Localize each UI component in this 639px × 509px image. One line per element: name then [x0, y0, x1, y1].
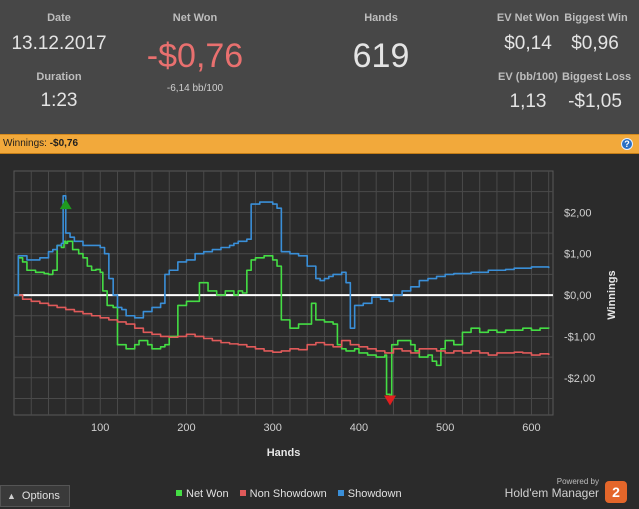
legend-swatch: [239, 490, 246, 496]
x-tick-label: 600: [522, 422, 540, 434]
footer: ▲ Options Net Won Non Showdown Showdown P…: [0, 477, 639, 509]
legend-swatch: [176, 490, 182, 496]
winnings-label: Winnings:: [3, 138, 47, 149]
x-tick-label: 100: [91, 422, 109, 434]
legend-swatch: [337, 490, 344, 496]
hands-label: Hands: [364, 12, 398, 24]
ev-bb-value: 1,13: [509, 91, 547, 112]
chart-grid: [13, 170, 554, 416]
chart-markers: [59, 199, 397, 406]
max-marker-icon: [59, 199, 72, 210]
ev-bb-label: EV (bb/100): [498, 71, 558, 83]
plot-area: [13, 170, 554, 416]
winnings-bar: Winnings: -$0,76 ?: [0, 134, 639, 154]
x-tick-label: 500: [436, 422, 454, 434]
ev-net-won-label: EV Net Won: [496, 12, 560, 24]
chevron-up-icon: ▲: [7, 491, 16, 501]
options-label: Options: [21, 490, 60, 502]
date-label: Date: [47, 12, 71, 24]
y-tick-label: -$1,00: [564, 331, 595, 343]
biggest-win-value: $0,96: [571, 33, 619, 54]
legend-non-showdown[interactable]: Non Showdown: [239, 488, 327, 500]
min-marker-icon: [384, 395, 397, 406]
chart-axes: 100 200 300 400 500 600 $2,00 $1,00 $0,00 -$1,00 -…: [91, 207, 618, 459]
legend-label: Net Won: [186, 488, 229, 500]
chart-series: [14, 195, 550, 398]
legend-showdown[interactable]: Showdown: [337, 488, 402, 500]
help-icon[interactable]: ?: [621, 138, 633, 150]
winnings-summary: Winnings: -$0,76: [3, 138, 78, 149]
biggest-win-label: Biggest Win: [564, 12, 628, 24]
date-value: 13.12.2017: [11, 33, 107, 54]
y-tick-label: -$2,00: [564, 373, 595, 385]
net-won-label: Net Won: [172, 12, 218, 24]
chart-legend: Net Won Non Showdown Showdown: [176, 488, 410, 500]
stats-panel: Date 13.12.2017 Duration 1:23 Net Won -$…: [0, 0, 639, 134]
y-axis-label: Winnings: [606, 270, 618, 319]
brand: Powered by Hold'em Manager 2: [497, 477, 627, 509]
net-won-bb: -6,14 bb/100: [166, 83, 224, 94]
chart-svg: 100 200 300 400 500 600 $2,00 $1,00 $0,00 -$1,00 -…: [13, 170, 618, 459]
x-tick-label: 200: [177, 422, 195, 434]
y-tick-label: $2,00: [564, 207, 592, 219]
y-tick-label: $0,00: [564, 290, 592, 302]
brand-logo-icon: 2: [605, 481, 627, 503]
legend-net-won[interactable]: Net Won: [176, 488, 229, 500]
series-line-net-won: [14, 240, 550, 398]
duration-label: Duration: [36, 71, 82, 83]
winnings-chart: 100 200 300 400 500 600 $2,00 $1,00 $0,00 -$1,00 -…: [0, 155, 639, 480]
options-button[interactable]: ▲ Options: [0, 485, 70, 507]
x-tick-label: 300: [264, 422, 282, 434]
series-line-showdown: [14, 195, 550, 329]
ev-net-won-value: $0,14: [504, 33, 552, 54]
winnings-value: -$0,76: [49, 138, 79, 149]
biggest-loss-value: -$1,05: [568, 91, 622, 112]
x-tick-label: 400: [350, 422, 368, 434]
legend-label: Non Showdown: [249, 488, 327, 500]
hands-value: 619: [352, 37, 410, 75]
net-won-value: -$0,76: [146, 37, 244, 75]
biggest-loss-label: Biggest Loss: [562, 71, 632, 83]
series-line-non-showdown: [14, 294, 550, 356]
y-tick-label: $1,00: [564, 249, 592, 261]
x-axis-label: Hands: [267, 447, 301, 459]
duration-value: 1:23: [40, 90, 78, 111]
legend-label: Showdown: [347, 488, 402, 500]
brand-name: Hold'em Manager: [504, 486, 599, 500]
powered-by: Powered by: [556, 477, 599, 486]
